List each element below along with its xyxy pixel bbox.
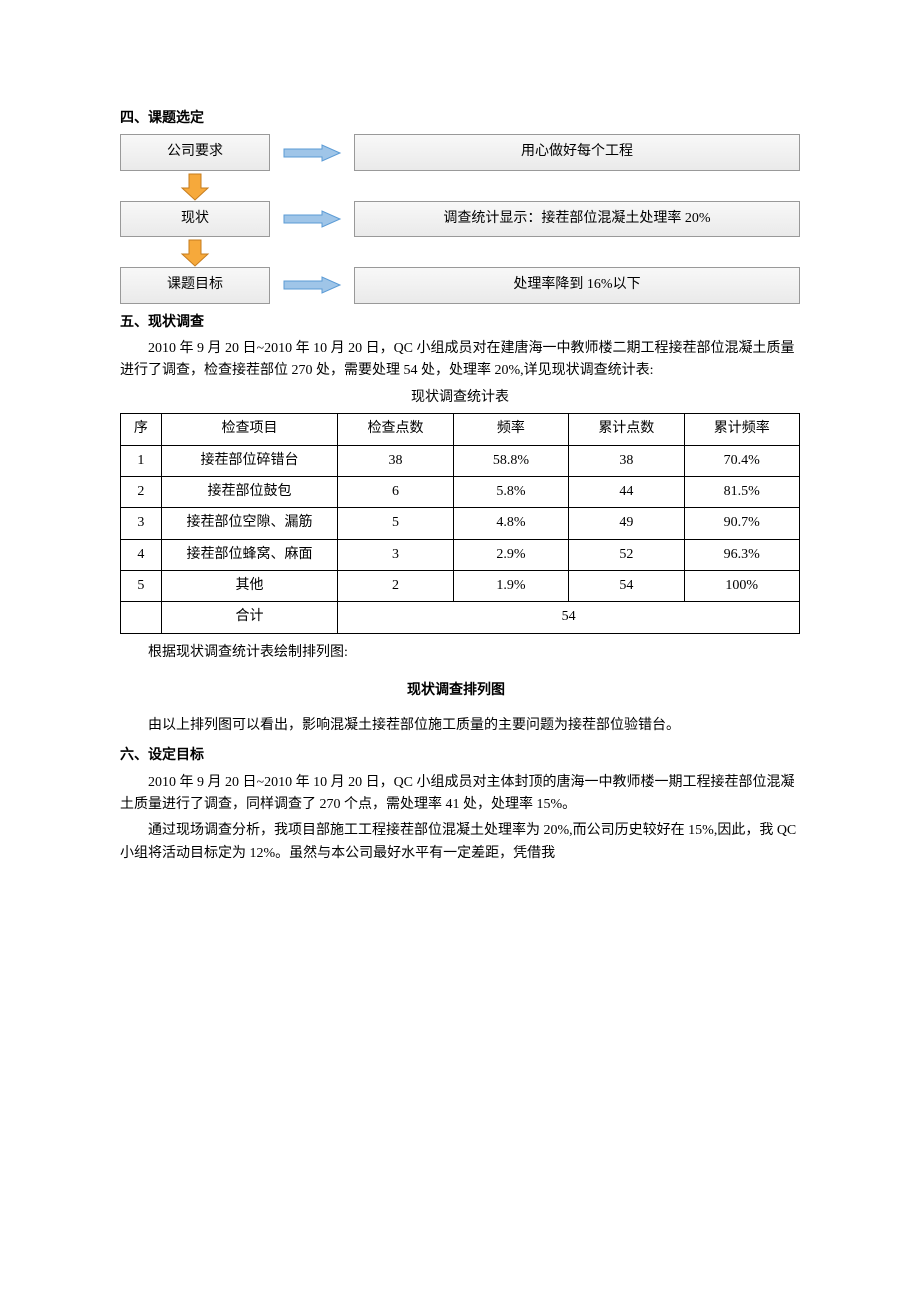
table-header-row: 序 检查项目 检查点数 频率 累计点数 累计频率 — [121, 414, 800, 445]
cell: 3 — [121, 508, 162, 539]
th-cum-points: 累计点数 — [569, 414, 684, 445]
section-5-paragraph: 2010 年 9 月 20 日~2010 年 10 月 20 日，QC 小组成员… — [120, 338, 800, 383]
section-4-title: 四、课题选定 — [120, 108, 800, 130]
th-item: 检查项目 — [161, 414, 338, 445]
cell: 44 — [569, 476, 684, 507]
th-points: 检查点数 — [338, 414, 453, 445]
cell: 81.5% — [684, 476, 799, 507]
arrow-right-icon — [282, 275, 342, 295]
cell: 38 — [569, 445, 684, 476]
cell: 52 — [569, 539, 684, 570]
flow-right-box: 调查统计显示：接茬部位混凝土处理率 20% — [354, 201, 800, 237]
arrow-down-icon — [120, 173, 270, 201]
flow-right-box: 用心做好每个工程 — [354, 134, 800, 170]
cell: 2 — [121, 476, 162, 507]
section-6-title: 六、设定目标 — [120, 745, 800, 767]
flow-left-box: 公司要求 — [120, 134, 270, 170]
cell: 5 — [121, 571, 162, 602]
table-total-row: 合计 54 — [121, 602, 800, 633]
cell: 接茬部位鼓包 — [161, 476, 338, 507]
cell: 接茬部位空隙、漏筋 — [161, 508, 338, 539]
section-6-para-2: 通过现场调查分析，我项目部施工工程接茬部位混凝土处理率为 20%,而公司历史较好… — [120, 820, 800, 865]
cell-empty — [121, 602, 162, 633]
cell: 2 — [338, 571, 453, 602]
arrow-down-icon — [120, 239, 270, 267]
th-seq: 序 — [121, 414, 162, 445]
chart-conclusion: 由以上排列图可以看出，影响混凝土接茬部位施工质量的主要问题为接茬部位验错台。 — [120, 715, 800, 737]
flowchart: 公司要求 用心做好每个工程 现状 调查统计显示：接茬部位混凝土处理率 20% 课… — [120, 134, 800, 303]
cell-total-label: 合计 — [161, 602, 338, 633]
cell: 接茬部位蜂窝、麻面 — [161, 539, 338, 570]
flow-right-box: 处理率降到 16%以下 — [354, 267, 800, 303]
table-row: 5 其他 2 1.9% 54 100% — [121, 571, 800, 602]
table-title: 现状调查统计表 — [120, 387, 800, 409]
flow-left-box: 课题目标 — [120, 267, 270, 303]
section-5-title: 五、现状调查 — [120, 312, 800, 334]
cell: 96.3% — [684, 539, 799, 570]
table-row: 2 接茬部位鼓包 6 5.8% 44 81.5% — [121, 476, 800, 507]
cell-total-value: 54 — [338, 602, 800, 633]
cell: 49 — [569, 508, 684, 539]
cell: 4 — [121, 539, 162, 570]
arrow-right-icon — [282, 209, 342, 229]
th-cum-freq: 累计频率 — [684, 414, 799, 445]
cell: 6 — [338, 476, 453, 507]
table-row: 3 接茬部位空隙、漏筋 5 4.8% 49 90.7% — [121, 508, 800, 539]
cell: 4.8% — [453, 508, 568, 539]
cell: 2.9% — [453, 539, 568, 570]
flow-row-2: 现状 调查统计显示：接茬部位混凝土处理率 20% — [120, 201, 800, 237]
cell: 54 — [569, 571, 684, 602]
cell: 70.4% — [684, 445, 799, 476]
cell: 5.8% — [453, 476, 568, 507]
cell: 100% — [684, 571, 799, 602]
cell: 3 — [338, 539, 453, 570]
th-freq: 频率 — [453, 414, 568, 445]
flow-row-3: 课题目标 处理率降到 16%以下 — [120, 267, 800, 303]
cell: 1.9% — [453, 571, 568, 602]
section-6-para-1: 2010 年 9 月 20 日~2010 年 10 月 20 日，QC 小组成员… — [120, 772, 800, 817]
stat-table: 序 检查项目 检查点数 频率 累计点数 累计频率 1 接茬部位碎错台 38 58… — [120, 413, 800, 634]
cell: 1 — [121, 445, 162, 476]
cell: 58.8% — [453, 445, 568, 476]
after-table-para: 根据现状调查统计表绘制排列图: — [120, 642, 800, 664]
cell: 38 — [338, 445, 453, 476]
table-row: 4 接茬部位蜂窝、麻面 3 2.9% 52 96.3% — [121, 539, 800, 570]
flow-row-1: 公司要求 用心做好每个工程 — [120, 134, 800, 170]
cell: 接茬部位碎错台 — [161, 445, 338, 476]
cell: 90.7% — [684, 508, 799, 539]
pareto-chart-title: 现状调查排列图 — [120, 678, 800, 701]
table-row: 1 接茬部位碎错台 38 58.8% 38 70.4% — [121, 445, 800, 476]
arrow-right-icon — [282, 143, 342, 163]
flow-left-box: 现状 — [120, 201, 270, 237]
cell: 5 — [338, 508, 453, 539]
cell: 其他 — [161, 571, 338, 602]
chart-title-text: 现状调查排列图 — [407, 681, 505, 697]
